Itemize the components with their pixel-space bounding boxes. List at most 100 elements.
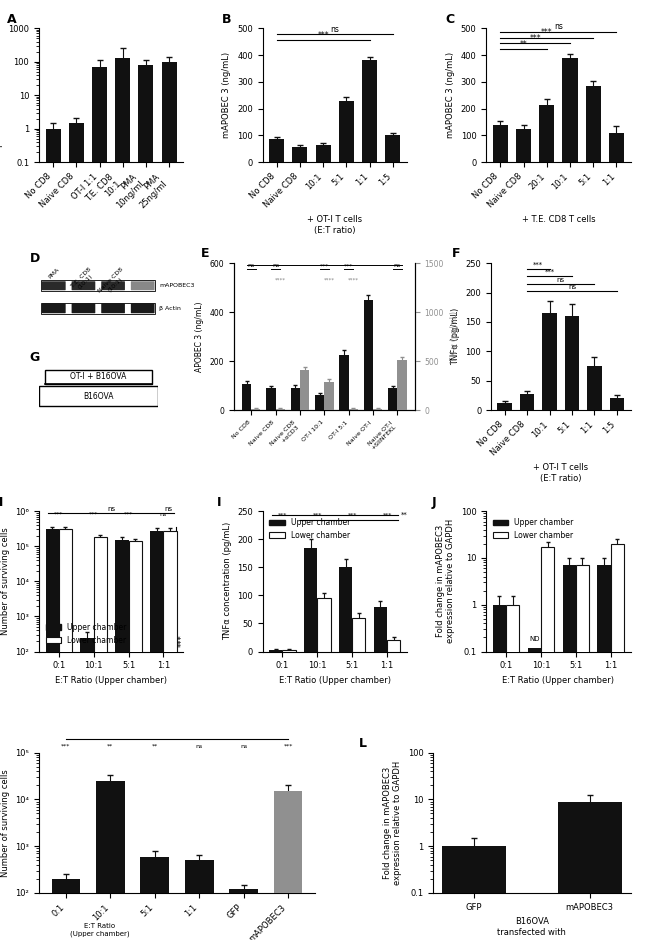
- Bar: [94, 538, 107, 940]
- Bar: [364, 300, 373, 410]
- Bar: [315, 396, 324, 410]
- Text: **: **: [107, 744, 114, 749]
- Text: ***: ***: [313, 513, 322, 518]
- X-axis label: + OT-I T cells
(E:T ratio): + OT-I T cells (E:T ratio): [307, 215, 362, 235]
- Text: ***: ***: [320, 263, 329, 268]
- Bar: [352, 618, 365, 651]
- Bar: [269, 139, 284, 163]
- Bar: [92, 67, 107, 940]
- Bar: [374, 606, 387, 651]
- Bar: [274, 791, 302, 940]
- Y-axis label: mAPOBEC 3 (ng/mL): mAPOBEC 3 (ng/mL): [222, 52, 231, 138]
- Bar: [586, 86, 601, 163]
- Bar: [362, 60, 377, 163]
- Bar: [324, 382, 333, 410]
- Bar: [587, 366, 602, 410]
- Text: ***: ***: [541, 28, 552, 37]
- Text: ns: ns: [394, 263, 401, 268]
- Bar: [348, 409, 358, 410]
- Bar: [497, 403, 512, 410]
- Bar: [46, 529, 58, 940]
- Bar: [115, 540, 129, 940]
- Bar: [516, 129, 531, 163]
- Bar: [304, 548, 317, 651]
- X-axis label: B16OVA
transfected with: B16OVA transfected with: [497, 917, 566, 936]
- Text: ***: ***: [317, 31, 329, 39]
- Text: ns: ns: [556, 276, 565, 283]
- Text: F: F: [452, 247, 460, 260]
- Bar: [269, 650, 283, 651]
- Y-axis label: Fold change in mAPOBEC3
expression relative to GAPDH: Fold change in mAPOBEC3 expression relat…: [436, 519, 455, 644]
- Bar: [385, 135, 400, 163]
- Bar: [493, 604, 506, 940]
- Y-axis label: IFN-γ (pg/mL): IFN-γ (pg/mL): [450, 311, 459, 363]
- Bar: [442, 846, 506, 940]
- Bar: [317, 598, 331, 651]
- Bar: [506, 604, 519, 940]
- X-axis label: E:T Ratio (Upper chamber): E:T Ratio (Upper chamber): [279, 676, 391, 685]
- Y-axis label: Fold change in mAPOBEC3
expression relative to GAPDH: Fold change in mAPOBEC3 expression relat…: [0, 33, 3, 157]
- FancyBboxPatch shape: [131, 281, 155, 290]
- Text: β Actin: β Actin: [159, 306, 181, 311]
- FancyBboxPatch shape: [72, 304, 96, 313]
- Y-axis label: APOBEC 3 (ng/mL): APOBEC 3 (ng/mL): [195, 302, 203, 372]
- Bar: [46, 129, 60, 940]
- Text: ns: ns: [164, 506, 173, 512]
- Text: D: D: [29, 252, 40, 265]
- Y-axis label: Number of surviving cells: Number of surviving cells: [1, 527, 10, 635]
- Text: **: **: [519, 39, 527, 49]
- Text: ***: ***: [89, 511, 98, 517]
- Bar: [229, 889, 258, 940]
- Text: ***: ***: [529, 34, 541, 42]
- Bar: [562, 57, 577, 163]
- Bar: [242, 384, 251, 410]
- Text: ***: ***: [344, 263, 354, 268]
- Text: ns: ns: [248, 263, 255, 268]
- Bar: [316, 145, 331, 163]
- Bar: [283, 650, 296, 651]
- Text: ns: ns: [554, 22, 563, 31]
- Text: ***: ***: [533, 262, 543, 268]
- Text: T.E. CD8
(10:1): T.E. CD8 (10:1): [70, 267, 96, 293]
- Bar: [292, 148, 307, 163]
- FancyBboxPatch shape: [72, 281, 96, 290]
- Text: A: A: [7, 13, 17, 25]
- Y-axis label: Fold change in mAPOBEC3
expression relative to GAPDH: Fold change in mAPOBEC3 expression relat…: [383, 760, 402, 885]
- Text: G: G: [29, 351, 40, 364]
- Text: B16OVA: B16OVA: [83, 392, 114, 400]
- Text: ***: ***: [278, 513, 287, 518]
- Bar: [138, 65, 153, 940]
- Text: L: L: [358, 737, 367, 750]
- Bar: [81, 637, 94, 940]
- Bar: [397, 360, 407, 410]
- Bar: [558, 802, 621, 940]
- Bar: [266, 388, 276, 410]
- Text: ns: ns: [568, 284, 576, 290]
- X-axis label: E:T Ratio (Upper chamber): E:T Ratio (Upper chamber): [55, 676, 167, 685]
- Y-axis label: TNFα concentration (pg/mL): TNFα concentration (pg/mL): [222, 523, 231, 640]
- FancyBboxPatch shape: [101, 304, 125, 313]
- Bar: [69, 123, 84, 940]
- Text: ***: ***: [348, 513, 357, 518]
- Text: ns: ns: [330, 24, 339, 34]
- Bar: [387, 640, 400, 651]
- Text: PMA: PMA: [47, 267, 60, 279]
- Text: ***: ***: [177, 634, 187, 648]
- Text: ns: ns: [240, 744, 247, 749]
- Text: ***: ***: [382, 513, 392, 518]
- X-axis label: + T.E. CD8 T cells: + T.E. CD8 T cells: [521, 215, 595, 225]
- X-axis label: + OT-I T cells
(E:T ratio): + OT-I T cells (E:T ratio): [533, 463, 588, 482]
- Bar: [339, 568, 352, 651]
- Text: ***: ***: [54, 511, 64, 517]
- Bar: [140, 856, 169, 940]
- Bar: [562, 565, 576, 940]
- Bar: [276, 409, 285, 410]
- FancyBboxPatch shape: [42, 304, 66, 313]
- Bar: [129, 541, 142, 940]
- Text: ***: ***: [283, 744, 292, 749]
- Bar: [251, 409, 261, 410]
- Bar: [540, 104, 554, 163]
- Bar: [520, 394, 534, 410]
- Bar: [565, 316, 579, 410]
- Text: ***: ***: [61, 744, 71, 749]
